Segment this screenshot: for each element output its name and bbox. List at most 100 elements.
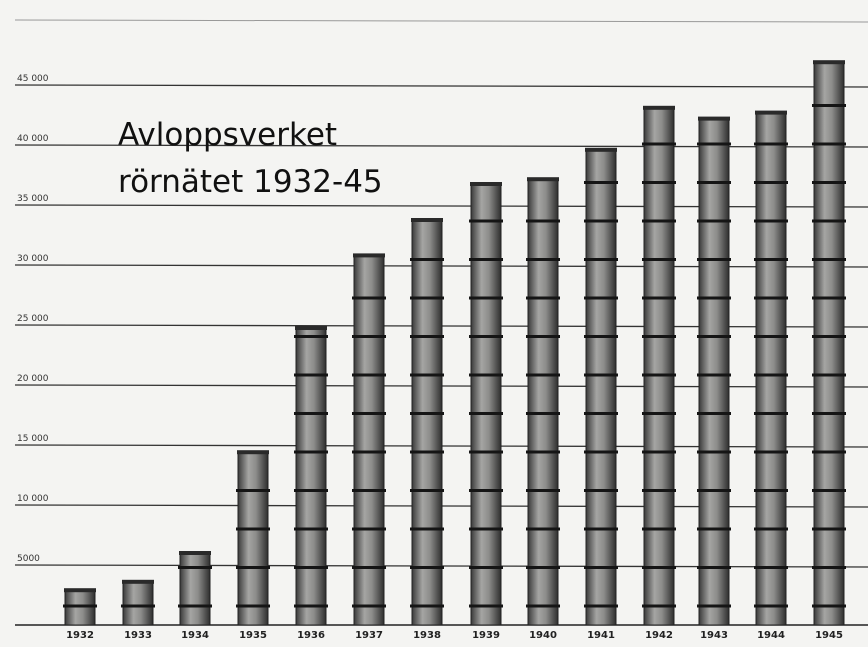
- bar: [412, 220, 442, 625]
- pipe-ring: [178, 605, 212, 608]
- pipe-ring: [642, 489, 676, 492]
- pipe-ring: [178, 566, 212, 569]
- pipe-ring: [410, 412, 444, 415]
- bar: [528, 179, 558, 625]
- bar-cap: [527, 177, 559, 181]
- bar-cap: [585, 148, 617, 152]
- pipe-ring: [642, 451, 676, 454]
- x-tick-label: 1940: [529, 630, 557, 641]
- pipe-ring: [642, 181, 676, 184]
- pipe-ring: [642, 374, 676, 377]
- pipe-ring: [469, 451, 503, 454]
- pipe-ring: [469, 489, 503, 492]
- pipe-ring: [294, 566, 328, 569]
- grid-line: [15, 205, 868, 207]
- pipe-ring: [754, 566, 788, 569]
- x-tick-label: 1945: [815, 630, 843, 641]
- pipe-ring: [812, 104, 846, 107]
- pipe-ring: [236, 528, 270, 531]
- pipe-ring: [697, 566, 731, 569]
- pipe-ring: [352, 374, 386, 377]
- y-tick-label: 15 000: [17, 434, 49, 444]
- pipe-ring: [352, 566, 386, 569]
- pipe-ring: [642, 220, 676, 223]
- pipe-ring: [754, 181, 788, 184]
- bar-cap: [470, 182, 502, 186]
- pipe-ring: [697, 297, 731, 300]
- pipe-ring: [294, 489, 328, 492]
- bar: [699, 119, 729, 625]
- pipe-ring: [121, 605, 155, 608]
- pipe-ring: [526, 605, 560, 608]
- chart-title: Avloppsverket: [118, 117, 337, 153]
- x-tick-label: 1937: [355, 630, 383, 641]
- x-tick-label: 1935: [239, 630, 267, 641]
- pipe-ring: [584, 605, 618, 608]
- pipe-ring: [697, 528, 731, 531]
- pipe-ring: [754, 143, 788, 146]
- pipe-ring: [754, 412, 788, 415]
- x-tick-label: 1932: [66, 630, 94, 641]
- pipe-ring: [410, 451, 444, 454]
- pipe-ring: [754, 258, 788, 261]
- pipe-ring: [812, 335, 846, 338]
- pipe-ring: [754, 605, 788, 608]
- pipe-ring: [469, 258, 503, 261]
- bar-cap: [813, 60, 845, 64]
- pipe-ring: [642, 528, 676, 531]
- pipe-ring: [352, 489, 386, 492]
- grid-line: [15, 85, 868, 87]
- pipe-ring: [584, 566, 618, 569]
- bar-cap: [698, 117, 730, 121]
- pipe-ring: [642, 412, 676, 415]
- pipe-ring: [584, 528, 618, 531]
- pipe-ring: [642, 605, 676, 608]
- pipe-ring: [410, 297, 444, 300]
- pipe-ring: [469, 566, 503, 569]
- x-tick-label: 1934: [181, 630, 209, 641]
- pipe-ring: [584, 412, 618, 415]
- y-tick-label: 20 000: [17, 374, 49, 384]
- pipe-ring: [469, 220, 503, 223]
- pipe-ring: [584, 258, 618, 261]
- pipe-ring: [754, 528, 788, 531]
- pipe-ring: [697, 258, 731, 261]
- bar-cap: [64, 588, 96, 592]
- pipe-ring: [812, 374, 846, 377]
- top-rule: [15, 20, 868, 22]
- bar-cap: [411, 218, 443, 222]
- y-tick-label: 35 000: [17, 194, 49, 204]
- pipe-ring: [294, 451, 328, 454]
- pipe-ring: [697, 220, 731, 223]
- bar: [756, 113, 786, 625]
- x-tick-label: 1941: [587, 630, 615, 641]
- pipe-ring: [812, 451, 846, 454]
- pipe-ring: [526, 489, 560, 492]
- pipe-ring: [584, 335, 618, 338]
- pipe-ring: [294, 412, 328, 415]
- bar: [644, 108, 674, 625]
- y-tick-label: 40 000: [17, 134, 49, 144]
- bar-cap: [122, 580, 154, 584]
- pipe-ring: [294, 335, 328, 338]
- y-tick-label: 30 000: [17, 254, 49, 264]
- bar: [296, 328, 326, 625]
- pipe-ring: [410, 489, 444, 492]
- bar: [814, 62, 844, 625]
- pipe-ring: [812, 489, 846, 492]
- pipe-ring: [526, 451, 560, 454]
- bar: [180, 553, 210, 625]
- pipe-ring: [410, 258, 444, 261]
- pipe-ring: [697, 143, 731, 146]
- chart: 500010 00015 00020 00025 00030 00035 000…: [0, 0, 868, 647]
- pipe-ring: [812, 220, 846, 223]
- x-tick-label: 1933: [124, 630, 152, 641]
- pipe-ring: [294, 528, 328, 531]
- bar: [123, 582, 153, 625]
- pipe-ring: [754, 374, 788, 377]
- pipe-ring: [697, 451, 731, 454]
- y-tick-label: 5000: [17, 554, 40, 564]
- pipe-ring: [469, 335, 503, 338]
- pipe-ring: [754, 489, 788, 492]
- bar: [471, 184, 501, 625]
